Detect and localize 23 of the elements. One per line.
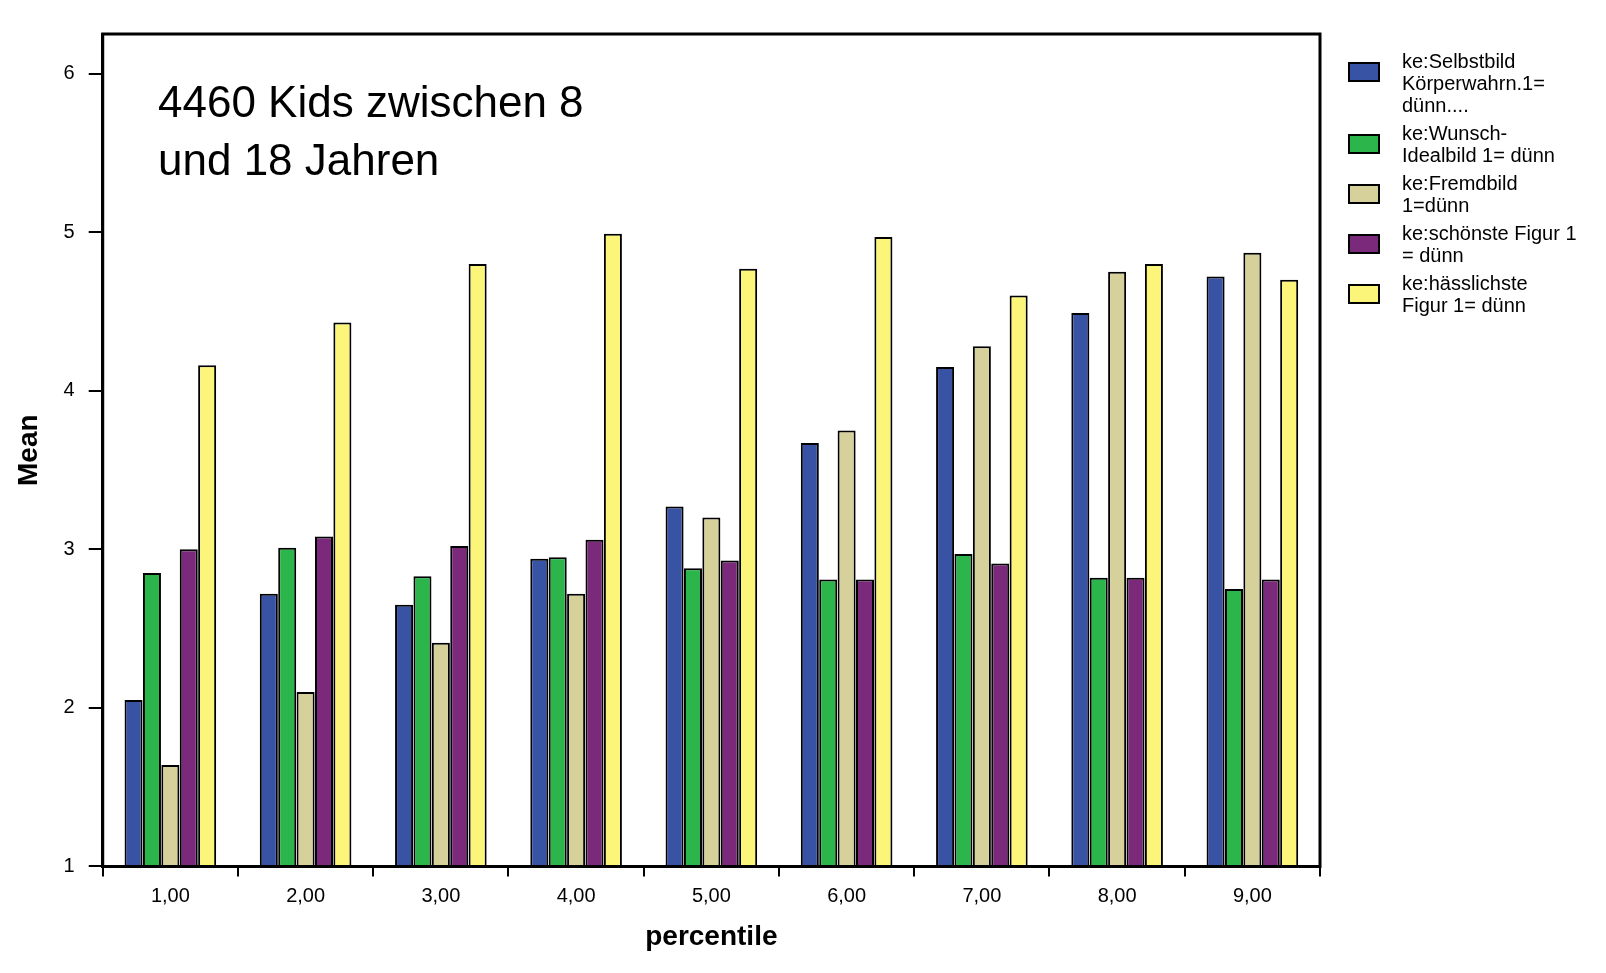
x-tick-label: 2,00 <box>286 883 326 906</box>
x-tick-label: 1,00 <box>150 883 190 906</box>
legend-label: ke:schönste Figur 1 = dünn <box>1402 222 1578 266</box>
x-tick-label: 4,00 <box>556 883 596 906</box>
legend-label: ke:Wunsch-Idealbild 1= dünn <box>1402 122 1556 166</box>
legend-label: ke:Fremdbild 1=dünn <box>1402 172 1519 216</box>
annotation: 4460 Kids zwischen 8 und 18 Jahren <box>158 76 585 186</box>
y-tick-label: 4 <box>63 378 75 401</box>
x-tick-label: 9,00 <box>1232 883 1272 906</box>
y-tick-label: 3 <box>63 536 75 559</box>
y-tick-label: 1 <box>63 853 75 876</box>
x-tick-label: 6,00 <box>827 883 867 906</box>
x-axis-title: percentile <box>645 919 778 951</box>
legend-label: ke:hässlichste Figur 1= dünn <box>1402 272 1529 316</box>
y-axis-title: Mean <box>11 414 43 486</box>
x-tick-label: 5,00 <box>691 883 731 906</box>
y-tick-label: 6 <box>63 61 75 84</box>
legend-label: ke:Selbstbild Körperwahrn.1= dünn.... <box>1402 50 1546 116</box>
x-tick-label: 3,00 <box>421 883 461 906</box>
x-tick-label: 7,00 <box>962 883 1002 906</box>
x-tick-label: 8,00 <box>1097 883 1137 906</box>
y-tick-label: 2 <box>63 695 75 718</box>
y-tick-label: 5 <box>63 219 75 242</box>
